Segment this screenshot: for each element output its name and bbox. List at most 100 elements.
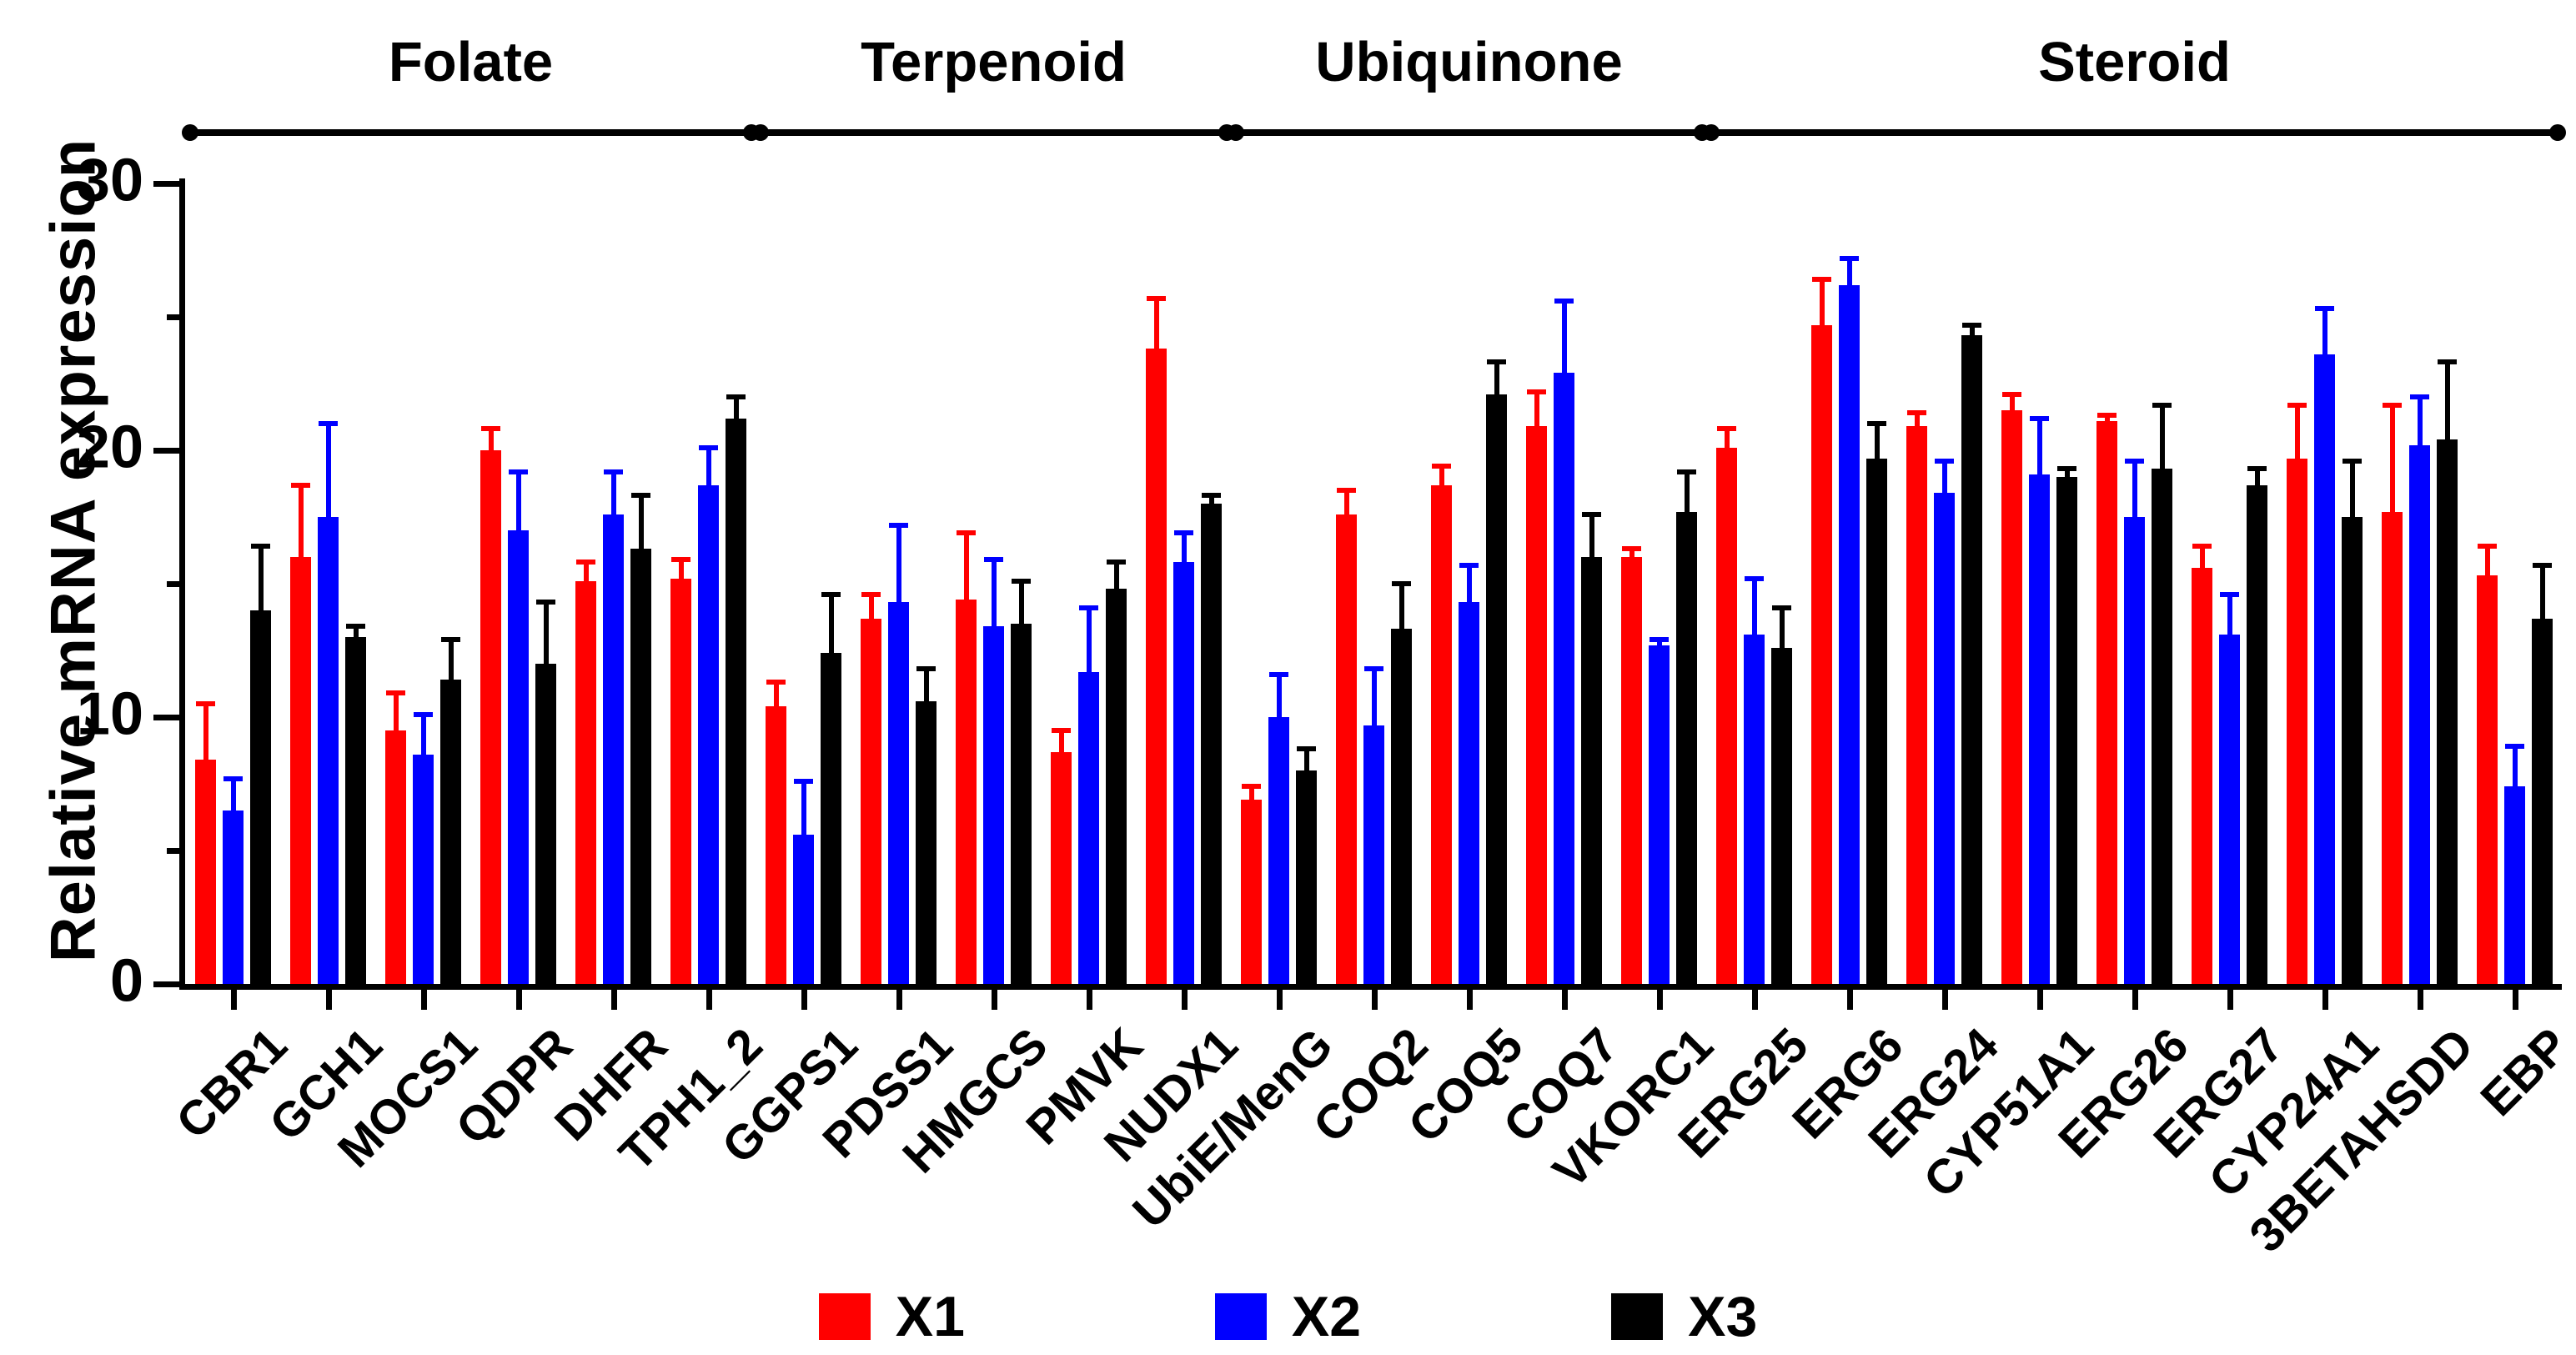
bar-X2-NUDX1 bbox=[1173, 562, 1194, 984]
bar-X1-COQ2 bbox=[1336, 514, 1357, 984]
error-cap-X1-PDSS1 bbox=[861, 591, 881, 597]
error-bar-X3-UbiE-MenG bbox=[1303, 749, 1309, 789]
error-cap-X3-GCH1 bbox=[346, 624, 365, 630]
bar-X1-ERG24 bbox=[1906, 426, 1927, 984]
bar-X1-3BETAHSDD bbox=[2382, 511, 2403, 984]
error-bar-X1-TPH1-2 bbox=[678, 560, 684, 597]
bar-X1-QDPR bbox=[480, 450, 501, 984]
bar-X2-EBP bbox=[2504, 786, 2525, 984]
legend-label: X2 bbox=[1291, 1285, 1362, 1348]
error-cap-X3-TPH1-2 bbox=[726, 394, 746, 399]
y-axis-title: Relative mRNA expression bbox=[38, 138, 109, 963]
bracket-dot-left bbox=[182, 124, 198, 141]
error-bar-X2-QDPR bbox=[515, 471, 521, 549]
error-bar-X1-CYP24A1 bbox=[2294, 404, 2300, 477]
bar-X1-DHFR bbox=[575, 580, 596, 984]
bar-X3-ERG24 bbox=[1961, 335, 1982, 984]
x-tick bbox=[991, 990, 997, 1010]
bar-X3-PMVK bbox=[1106, 589, 1127, 984]
bar-X2-ERG25 bbox=[1744, 634, 1765, 984]
error-cap-X2-ERG27 bbox=[2220, 591, 2239, 597]
error-bar-X3-PMVK bbox=[1113, 562, 1119, 608]
x-tick bbox=[2227, 990, 2233, 1010]
error-cap-X3-GGPS1 bbox=[821, 591, 841, 597]
error-cap-X1-HMGCS bbox=[957, 530, 976, 536]
error-cap-X1-PMVK bbox=[1052, 728, 1071, 733]
bar-X3-ERG26 bbox=[2152, 469, 2172, 984]
error-bar-X2-ERG26 bbox=[2132, 460, 2137, 535]
error-cap-X1-EBP bbox=[2478, 544, 2497, 550]
error-cap-X2-EBP bbox=[2505, 744, 2524, 750]
error-bar-X1-GGPS1 bbox=[773, 682, 779, 725]
error-bar-X1-QDPR bbox=[488, 429, 494, 469]
group-header-terpenoid: Terpenoid bbox=[861, 31, 1127, 93]
error-cap-X3-ERG6 bbox=[1867, 421, 1886, 426]
bar-X3-UbiE-MenG bbox=[1296, 770, 1317, 984]
error-bar-X3-MOCS1 bbox=[448, 640, 454, 699]
error-cap-X2-DHFR bbox=[604, 469, 623, 474]
error-bar-X1-DHFR bbox=[583, 562, 589, 600]
legend-swatch-X2 bbox=[1214, 1293, 1267, 1340]
error-cap-X1-DHFR bbox=[576, 560, 595, 565]
error-cap-X1-COQ2 bbox=[1337, 488, 1356, 493]
x-tick bbox=[2132, 990, 2138, 1010]
bar-X3-MOCS1 bbox=[440, 680, 461, 984]
error-cap-X2-COQ7 bbox=[1554, 298, 1574, 304]
error-cap-X2-ERG26 bbox=[2125, 458, 2144, 464]
error-bar-X1-ERG27 bbox=[2199, 546, 2205, 586]
error-cap-X2-PDSS1 bbox=[889, 522, 908, 528]
y-tick-label: 0 bbox=[109, 947, 143, 1015]
group-header-steroid: Steroid bbox=[2038, 31, 2231, 93]
error-cap-X2-COQ2 bbox=[1364, 666, 1383, 672]
error-cap-X3-CBR1 bbox=[251, 544, 270, 550]
x-tick bbox=[420, 990, 427, 1010]
error-cap-X3-PDSS1 bbox=[916, 666, 936, 672]
error-cap-X3-HMGCS bbox=[1012, 578, 1031, 584]
error-cap-X1-CYP51A1 bbox=[2002, 391, 2021, 397]
error-bar-X2-ERG6 bbox=[1846, 258, 1852, 304]
bar-X1-GGPS1 bbox=[766, 706, 786, 984]
error-cap-X2-ERG6 bbox=[1840, 255, 1859, 261]
bar-X3-ERG25 bbox=[1771, 647, 1792, 984]
error-bar-X3-COQ7 bbox=[1589, 514, 1594, 575]
error-cap-X2-MOCS1 bbox=[414, 711, 433, 717]
error-bar-X1-HMGCS bbox=[963, 533, 969, 619]
bar-X1-GCH1 bbox=[290, 557, 311, 984]
bar-X1-PMVK bbox=[1051, 751, 1072, 984]
error-bar-X1-PMVK bbox=[1058, 730, 1064, 770]
error-cap-X1-VKORC1 bbox=[1622, 546, 1641, 552]
error-cap-X3-QDPR bbox=[536, 600, 555, 605]
error-cap-X2-GCH1 bbox=[319, 421, 338, 426]
legend-swatch-X1 bbox=[818, 1293, 871, 1340]
bar-X2-QDPR bbox=[508, 530, 529, 984]
bar-X2-3BETAHSDD bbox=[2409, 444, 2430, 984]
bar-X3-QDPR bbox=[535, 664, 556, 984]
error-bar-X2-NUDX1 bbox=[1181, 533, 1187, 581]
error-cap-X3-COQ2 bbox=[1392, 581, 1411, 586]
bar-X1-NUDX1 bbox=[1146, 349, 1167, 984]
legend-item-X2: X2 bbox=[1214, 1284, 1362, 1349]
error-cap-X3-EBP bbox=[2533, 562, 2552, 568]
error-cap-X1-3BETAHSDD bbox=[2383, 402, 2402, 408]
error-cap-X1-QDPR bbox=[481, 426, 500, 432]
error-cap-X3-UbiE-MenG bbox=[1297, 746, 1316, 752]
error-cap-X2-3BETAHSDD bbox=[2410, 394, 2429, 399]
error-cap-X1-COQ7 bbox=[1527, 389, 1546, 394]
error-cap-X1-MOCS1 bbox=[386, 690, 405, 696]
bar-X2-VKORC1 bbox=[1649, 645, 1670, 984]
legend-label: X1 bbox=[895, 1285, 965, 1348]
bar-X2-HMGCS bbox=[983, 626, 1004, 984]
error-cap-X1-COQ5 bbox=[1432, 464, 1451, 469]
legend-item-X1: X1 bbox=[818, 1284, 965, 1349]
bar-X2-COQ5 bbox=[1459, 602, 1479, 984]
bar-X3-ERG6 bbox=[1866, 458, 1887, 984]
bar-X3-PDSS1 bbox=[916, 700, 936, 984]
error-bar-X1-MOCS1 bbox=[393, 693, 399, 749]
error-cap-X2-TPH1-2 bbox=[699, 444, 718, 450]
bar-X2-CYP51A1 bbox=[2029, 474, 2050, 984]
error-bar-X2-GGPS1 bbox=[801, 780, 806, 853]
x-tick bbox=[801, 990, 807, 1010]
group-bracket-folate bbox=[190, 129, 751, 136]
x-tick bbox=[2512, 990, 2518, 1010]
x-tick bbox=[230, 990, 237, 1010]
